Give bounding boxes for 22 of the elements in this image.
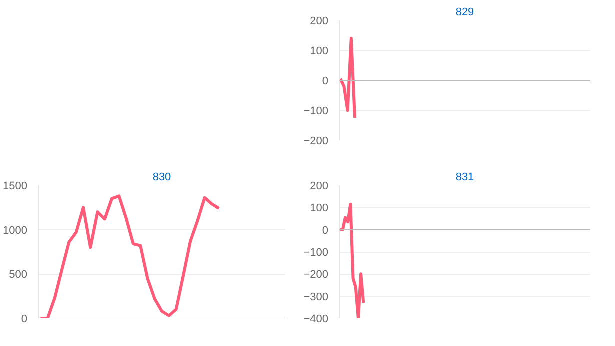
y-tick-label: 100	[310, 46, 329, 58]
line-series	[340, 37, 357, 120]
chart-title: 830	[152, 172, 172, 184]
line-series	[39, 194, 221, 318]
y-tick-label: 0	[21, 314, 28, 326]
y-tick-label: 1500	[3, 180, 28, 192]
y-tick-label: 500	[9, 269, 28, 282]
y-tick-label: 200	[310, 180, 329, 192]
y-tick-label: 0	[322, 224, 329, 237]
line-series	[340, 202, 366, 318]
y-tick-label: −400	[304, 314, 329, 326]
y-tick-label: 200	[310, 16, 329, 28]
y-tick-label: −100	[304, 106, 329, 118]
y-tick-label: 1000	[3, 224, 28, 237]
y-tick-label: 0	[322, 76, 329, 88]
chart-title: 831	[456, 172, 474, 184]
y-tick-label: −300	[304, 291, 329, 304]
y-tick-label: 100	[310, 202, 329, 215]
y-tick-label: −200	[304, 269, 329, 282]
chart-title: 829	[456, 6, 474, 18]
y-tick-label: −200	[304, 136, 329, 148]
y-tick-label: −100	[304, 247, 329, 259]
